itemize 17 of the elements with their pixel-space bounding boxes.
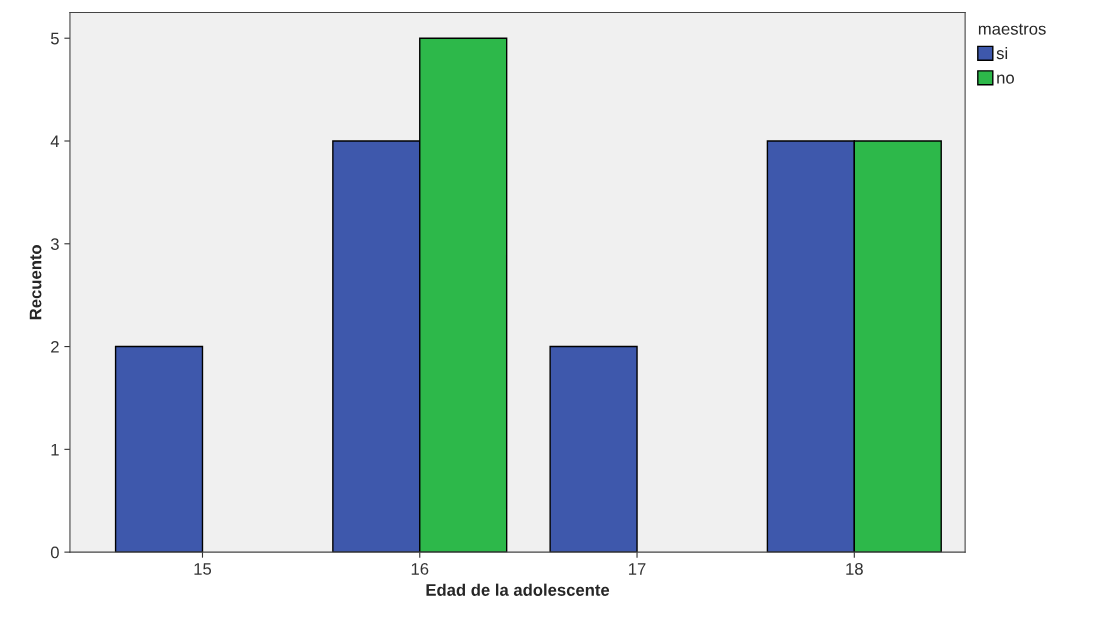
x-tick-label: 15 bbox=[194, 563, 212, 575]
y-tick-label: 2 bbox=[51, 340, 59, 353]
y-tick-label: 1 bbox=[51, 443, 59, 456]
y-tick-label: 5 bbox=[50, 32, 59, 45]
y-axis-title: Recuento bbox=[29, 245, 42, 320]
legend-label: si bbox=[996, 46, 1008, 60]
bar bbox=[114, 345, 204, 553]
x-tick-label: 16 bbox=[411, 562, 429, 575]
x-tick-label: 17 bbox=[629, 563, 646, 575]
x-tick-label: 18 bbox=[846, 562, 863, 575]
bar bbox=[549, 345, 638, 553]
legend-title: maestros bbox=[978, 23, 1046, 35]
x-axis-title: Edad de la adolescente bbox=[426, 583, 610, 596]
y-tick-label: 4 bbox=[50, 135, 60, 148]
legend-label: no bbox=[997, 74, 1014, 84]
y-tick-label: 0 bbox=[50, 546, 59, 559]
y-tick-label: 3 bbox=[50, 238, 59, 250]
